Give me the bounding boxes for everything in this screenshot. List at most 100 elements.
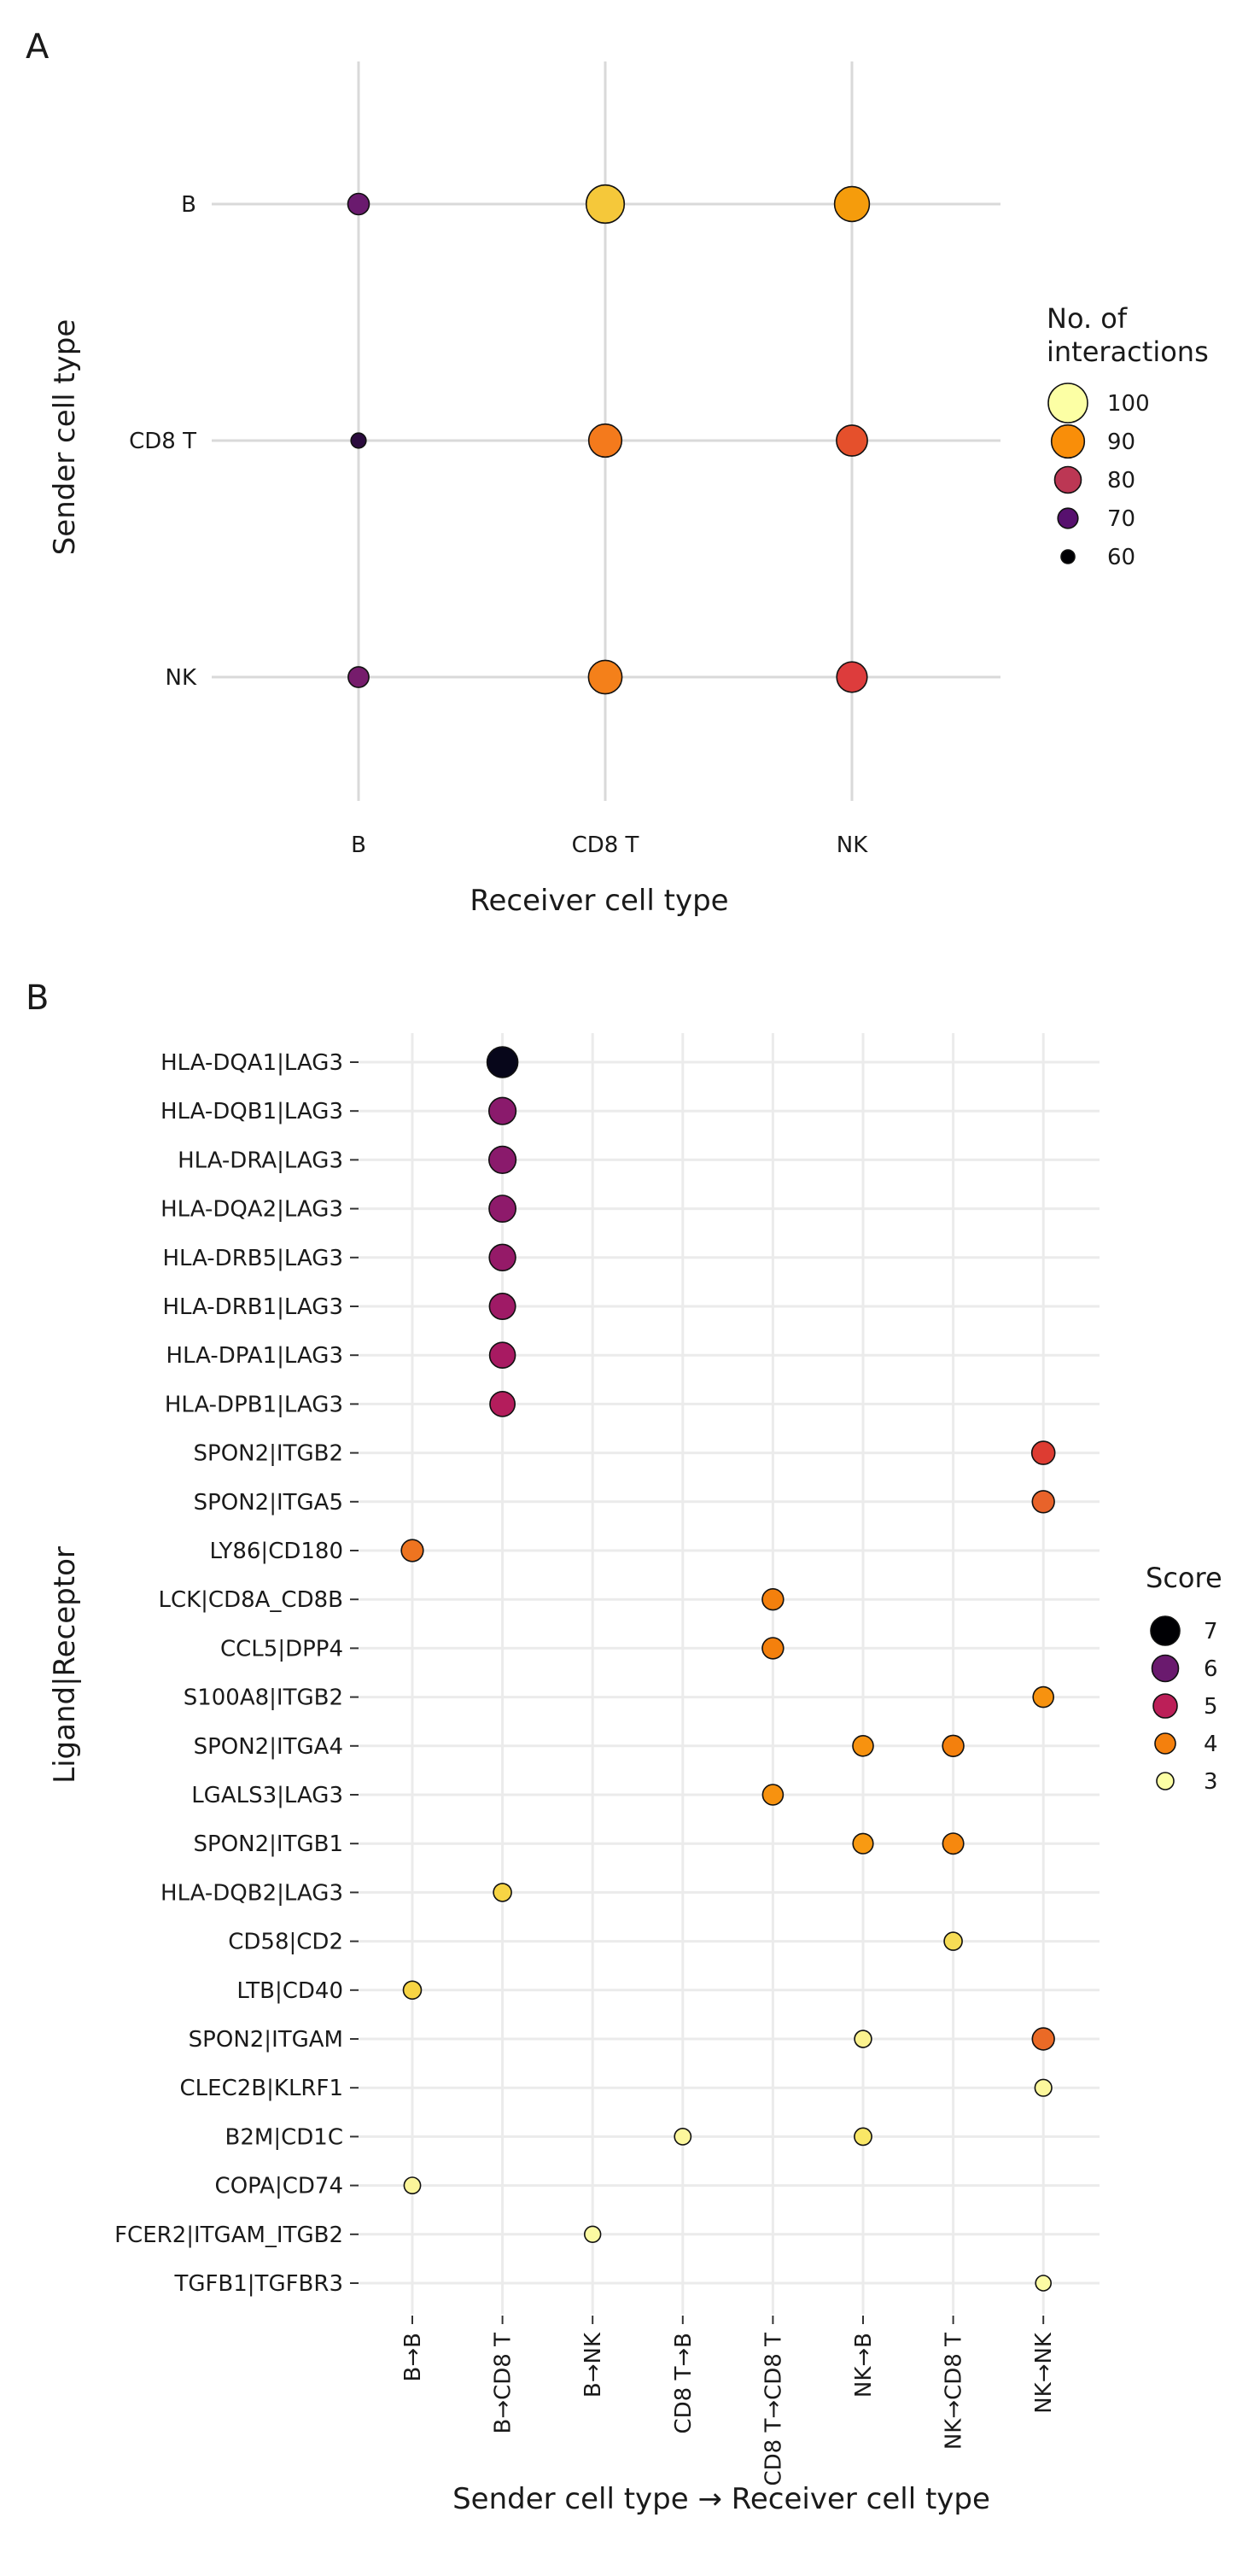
x-tick-label-b-b: B→B <box>400 2333 426 2381</box>
point-b-to-b <box>347 192 370 216</box>
x-tick-label-cd8-t: CD8 T <box>572 832 639 858</box>
point-cd8-t-to-b <box>350 432 367 449</box>
y-tick-label-ccl5-dpp4: CCL5|DPP4 <box>220 1636 343 1662</box>
y-tick-label-hla-dqa2-lag3: HLA-DQA2|LAG3 <box>160 1197 343 1223</box>
x-tick-label-b-cd8-t: B→CD8 T <box>491 2333 516 2434</box>
point-hla-dqb2-lag3-b-cd8-t <box>493 1883 512 1902</box>
point-nk-to-cd8-t <box>587 659 623 695</box>
point-lck-cd8a-cd8b-cd8-t-cd8-t <box>761 1587 785 1611</box>
point-ccl5-dpp4-cd8-t-cd8-t <box>761 1637 785 1660</box>
point-hla-dqa2-lag3-b-cd8-t <box>488 1195 517 1224</box>
panel-a-label: A <box>26 27 50 67</box>
y-tick-label-hla-dpb1-lag3: HLA-DPB1|LAG3 <box>165 1392 343 1417</box>
y-tick-label-hla-dqa1-lag3: HLA-DQA1|LAG3 <box>160 1050 343 1076</box>
legend-label-4: 4 <box>1204 1732 1218 1757</box>
x-tick-label-nk-nk: NK→NK <box>1031 2332 1057 2414</box>
point-spon2-itgb1-nk-b <box>852 1832 874 1855</box>
point-hla-drb1-lag3-b-cd8-t <box>488 1293 516 1321</box>
legend-label-6: 6 <box>1204 1656 1218 1682</box>
point-b2m-cd1c-nk-b <box>854 2127 872 2147</box>
x-tick-label-b: B <box>351 832 366 858</box>
y-tick-label-cd58-cd2: CD58|CD2 <box>228 1930 343 1955</box>
legend-label-90: 90 <box>1107 429 1135 455</box>
point-cd8-t-to-cd8-t <box>587 423 623 459</box>
point-hla-dqb1-lag3-b-cd8-t <box>487 1096 517 1125</box>
point-hla-drb5-lag3-b-cd8-t <box>488 1243 516 1272</box>
panel-a-x-axis-title: Receiver cell type <box>470 884 728 918</box>
legend-key-60 <box>1060 549 1076 564</box>
panel-b-label: B <box>26 978 49 1018</box>
point-spon2-itgam-nk-b <box>854 2030 872 2048</box>
panel-b: B HLA-DQA1|LAG3 HLA-DQB1|LAG3 HLA-DRA|LAG3… <box>26 978 1222 2516</box>
panel-a-points <box>347 184 871 695</box>
legend-title-line-1: No. of <box>1047 302 1128 335</box>
legend-key-3 <box>1156 1772 1175 1790</box>
point-hla-dqa1-lag3-b-cd8-t <box>486 1046 519 1078</box>
y-tick-label-b2m-cd1c: B2M|CD1C <box>225 2124 343 2150</box>
point-b2m-cd1c-cd8-t-b <box>674 2127 692 2146</box>
legend-key-6 <box>1151 1654 1180 1683</box>
point-hla-dpa1-lag3-b-cd8-t <box>488 1341 516 1369</box>
y-tick-label-tgfb1-tgfbr3: TGFB1|TGFBR3 <box>173 2271 343 2297</box>
legend-label-7: 7 <box>1204 1619 1218 1644</box>
panel-b-x-ticks: B→B B→CD8 T B→NK CD8 T→B CD8 T→CD8 T NK→B NK→C… <box>400 2316 1057 2486</box>
legend-label-100: 100 <box>1107 391 1150 417</box>
point-hla-dra-lag3-b-cd8-t <box>487 1145 517 1174</box>
legend-label-80: 80 <box>1107 468 1135 494</box>
y-tick-label-b: B <box>181 192 196 218</box>
y-tick-label-cd8-t: CD8 T <box>129 429 196 454</box>
y-tick-label-spon2-itgam: SPON2|ITGAM <box>189 2027 343 2053</box>
legend-key-5 <box>1152 1693 1178 1719</box>
y-tick-label-hla-dqb1-lag3: HLA-DQB1|LAG3 <box>160 1099 343 1124</box>
point-tgfb1-tgfbr3-nk-nk <box>1035 2275 1052 2292</box>
y-tick-label-s100a8-itgb2: S100A8|ITGB2 <box>184 1685 343 1711</box>
legend-key-100 <box>1047 383 1088 423</box>
y-tick-label-hla-dpa1-lag3: HLA-DPA1|LAG3 <box>166 1343 343 1369</box>
x-tick-label-nk-cd8-t: NK→CD8 T <box>942 2333 967 2450</box>
legend-label-70: 70 <box>1107 506 1135 532</box>
panel-b-grid <box>359 1033 1100 2314</box>
y-tick-label-hla-drb5-lag3: HLA-DRB5|LAG3 <box>162 1246 343 1271</box>
legend-label-3: 3 <box>1204 1769 1218 1795</box>
legend-label-5: 5 <box>1204 1694 1218 1720</box>
point-b-to-cd8-t <box>585 184 626 225</box>
point-fcer2-itgam-itgb2-b-nk <box>583 2225 602 2244</box>
legend-key-7 <box>1150 1615 1181 1646</box>
y-tick-label-lck-cd8a-cd8b: LCK|CD8A_CD8B <box>158 1587 343 1613</box>
point-spon2-itga4-nk-cd8-t <box>942 1734 965 1758</box>
x-tick-label-nk: NK <box>837 832 868 858</box>
y-tick-label-spon2-itga5: SPON2|ITGA5 <box>194 1490 343 1516</box>
point-spon2-itga4-nk-b <box>852 1735 874 1757</box>
point-spon2-itgb1-nk-cd8-t <box>942 1832 965 1855</box>
panel-b-y-ticks: HLA-DQA1|LAG3 HLA-DQB1|LAG3 HLA-DRA|LAG3 HL… <box>114 1050 359 2297</box>
point-cd8-t-to-nk <box>836 424 868 457</box>
point-spon2-itgb2-nk-nk <box>1030 1440 1056 1465</box>
point-copa-cd74-b-b <box>403 2176 422 2195</box>
legend-key-90 <box>1050 423 1086 459</box>
y-tick-label-hla-dra-lag3: HLA-DRA|LAG3 <box>178 1148 343 1173</box>
y-tick-label-hla-drb1-lag3: HLA-DRB1|LAG3 <box>162 1294 343 1320</box>
y-tick-label-fcer2-itgam-itgb2: FCER2|ITGAM_ITGB2 <box>114 2223 343 2248</box>
point-spon2-itgam-nk-nk <box>1031 2027 1055 2051</box>
y-tick-label-hla-dqb2-lag3: HLA-DQB2|LAG3 <box>160 1880 343 1906</box>
legend-key-70 <box>1057 507 1079 529</box>
point-spon2-itga5-nk-nk <box>1031 1490 1055 1514</box>
point-lgals3-lag3-cd8-t-cd8-t <box>761 1784 785 1806</box>
panel-b-y-axis-title: Ligand|Receptor <box>48 1546 82 1784</box>
y-tick-label-spon2-itgb2: SPON2|ITGB2 <box>194 1441 343 1467</box>
point-cd58-cd2-nk-cd8-t <box>943 1931 963 1951</box>
y-tick-label-spon2-itga4: SPON2|ITGA4 <box>194 1734 343 1760</box>
panel-a-y-axis-title: Sender cell type <box>48 319 82 556</box>
x-tick-label-cd8-t-b: CD8 T→B <box>671 2333 697 2434</box>
panel-b-x-axis-title: Sender cell type → Receiver cell type <box>452 2482 990 2516</box>
point-s100a8-itgb2-nk-nk <box>1032 1685 1054 1709</box>
panel-a: A B CD8 T NK B CD8 T NK Receiver cell type S… <box>26 27 1209 918</box>
y-tick-label-ltb-cd40: LTB|CD40 <box>236 1978 343 2004</box>
panel-b-points <box>400 1046 1056 2292</box>
y-tick-label-clec2b-klrf1: CLEC2B|KLRF1 <box>180 2076 343 2101</box>
y-tick-label-lgals3-lag3: LGALS3|LAG3 <box>191 1783 343 1808</box>
legend-title-score: Score <box>1146 1562 1222 1594</box>
point-clec2b-klrf1-nk-nk <box>1034 2078 1053 2097</box>
y-tick-label-spon2-itgb1: SPON2|ITGB1 <box>194 1831 343 1857</box>
